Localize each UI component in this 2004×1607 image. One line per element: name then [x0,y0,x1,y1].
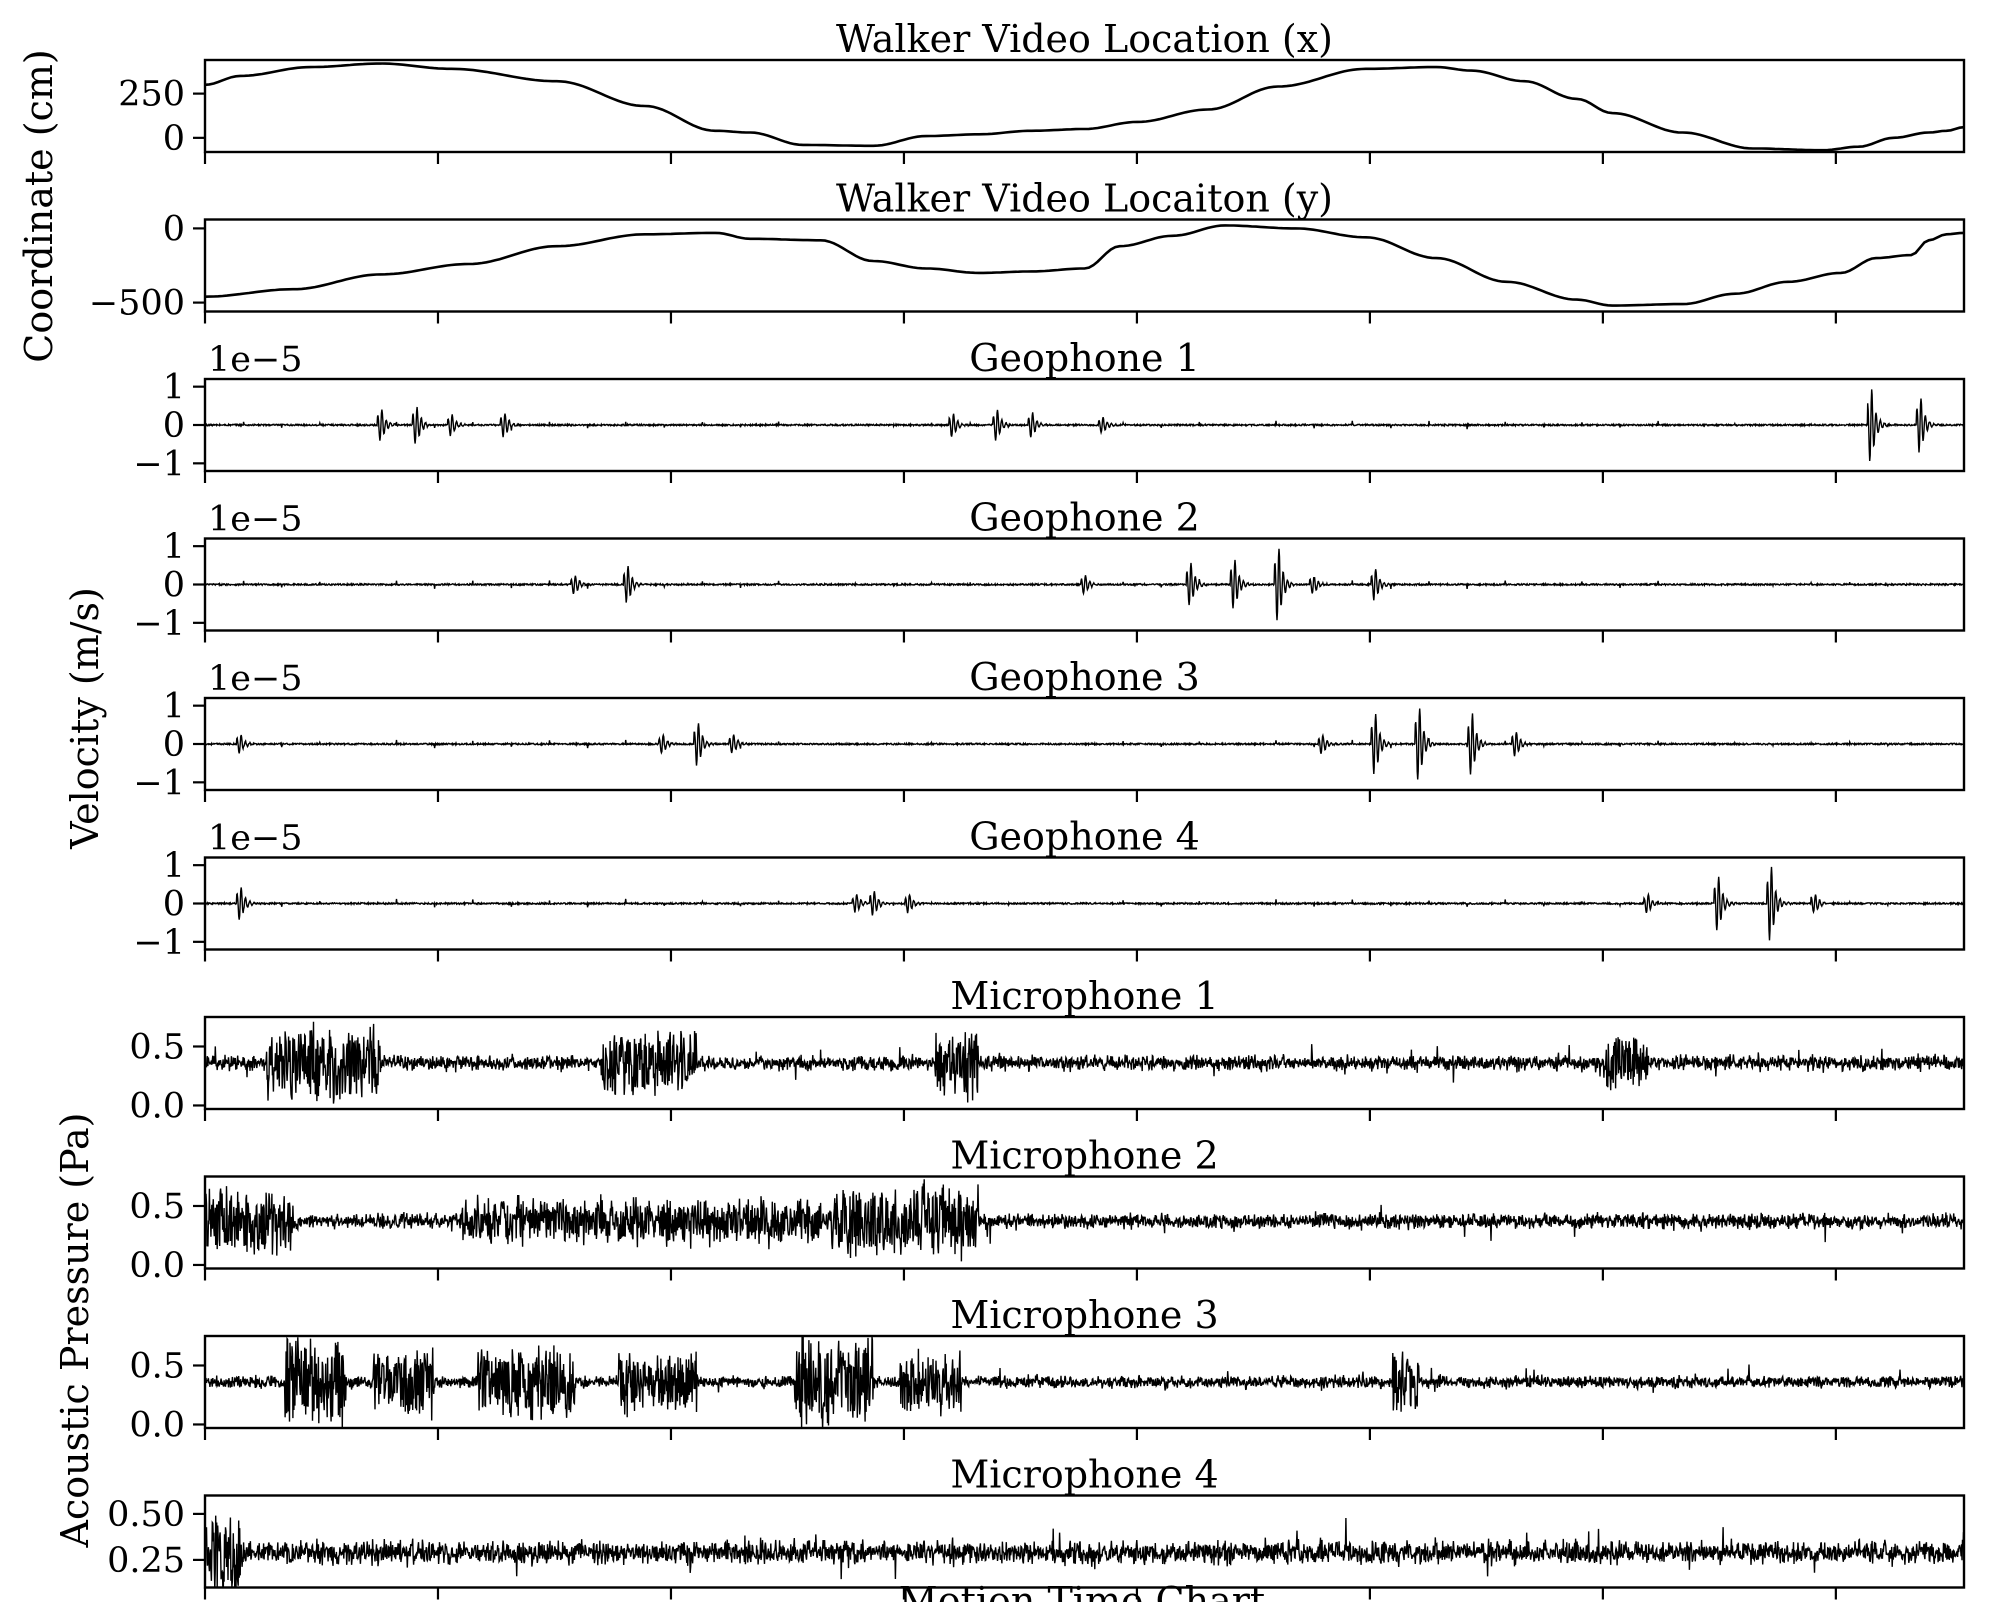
series-group [205,708,1964,780]
subplot-title: Geophone 2 [969,496,1200,540]
ytick-label: 0.5 [129,1027,185,1067]
ytick-label: −1 [133,444,185,484]
series-line [205,548,1964,621]
offset-label: 1e−5 [208,819,303,859]
subplot-title: Microphone 3 [950,1293,1218,1337]
series-group [205,1336,1964,1428]
axes-frame [203,218,1966,313]
series-group [205,1179,1964,1262]
series-line [205,62,1964,152]
series-group [205,1021,1964,1104]
subplot-title: Microphone 2 [950,1134,1218,1178]
ytick-label: −1 [133,923,185,963]
axes-frame [203,1334,1966,1430]
ytick-label: 0.0 [129,1086,185,1126]
subplot-geophone-4: Geophone 4 1e−5 10−1 [133,815,1966,963]
series-line [205,708,1964,780]
axes-frame [203,1494,1966,1589]
ytick-label: 0 [163,885,185,925]
ylabel-coordinate: Coordinate (cm) [17,49,61,362]
series-group [205,389,1964,462]
subplot-title: Walker Video Locaiton (y) [836,177,1333,221]
series-line [205,1336,1964,1428]
subplot-microphone-3: Microphone 3 0.5 0.0 [129,1293,1966,1445]
ytick-label: 0 [163,119,185,159]
ytick-label: −1 [133,763,185,803]
ytick-label: 0 [163,725,185,765]
series-group [205,62,1964,152]
ytick-label: 0.25 [107,1541,185,1581]
subplot-microphone-1: Microphone 1 0.5 0.0 [129,974,1966,1126]
axes-frame [203,58,1966,154]
ytick-label: 0 [163,209,185,249]
ylabel-acoustic-pressure: Acoustic Pressure (Pa) [53,1113,97,1549]
offset-label: 1e−5 [208,659,303,699]
ylabel-velocity: Velocity (m/s) [63,587,107,850]
series-group [205,224,1964,307]
ytick-label: 0.5 [129,1187,185,1227]
ytick-label: −500 [89,284,185,324]
series-line [205,866,1964,941]
ytick-label: 0.0 [129,1405,185,1445]
subplot-title: Microphone 4 [950,1453,1218,1497]
subplot-geophone-3: Geophone 3 1e−5 10−1 [133,655,1966,803]
ytick-label: 0 [163,406,185,446]
xlabel-motion-time: Motion Time Chart [899,1579,1265,1602]
subplot-microphone-2: Microphone 2 0.5 0.0 [129,1134,1966,1286]
subplot-walker-video-locaiton-y: Walker Video Locaiton (y) 0 −500 [89,177,1966,324]
offset-label: 1e−5 [208,340,303,380]
series-line [205,1515,1964,1588]
subplot-title: Geophone 4 [969,815,1200,859]
axes-frame [203,1175,1966,1270]
subplot-microphone-4: Microphone 4 0.50 0.25 [107,1453,1966,1600]
axes-frame [203,1015,1966,1111]
series-line [205,1021,1964,1104]
series-group [205,548,1964,621]
ytick-label: 0 [163,566,185,606]
ytick-label: 1 [163,368,185,408]
subplot-title: Microphone 1 [950,974,1218,1018]
ytick-label: 1 [163,527,185,567]
subplot-geophone-2: Geophone 2 1e−5 10−1 [133,496,1966,644]
ytick-label: −1 [133,604,185,644]
subplot-title: Walker Video Location (x) [836,17,1333,61]
ytick-label: 0.0 [129,1246,185,1286]
ytick-label: 0.50 [107,1495,185,1535]
series-line [205,389,1964,462]
ytick-label: 250 [118,75,185,115]
series-group [205,866,1964,941]
series-line [205,1179,1964,1262]
series-line [205,224,1964,307]
ytick-label: 1 [163,687,185,727]
offset-label: 1e−5 [208,500,303,540]
ytick-label: 1 [163,846,185,886]
subplot-geophone-1: Geophone 1 1e−5 10−1 [133,336,1966,484]
series-group [205,1515,1964,1588]
subplot-title: Geophone 3 [969,655,1200,699]
ytick-label: 0.5 [129,1346,185,1386]
subplot-title: Geophone 1 [969,336,1200,380]
